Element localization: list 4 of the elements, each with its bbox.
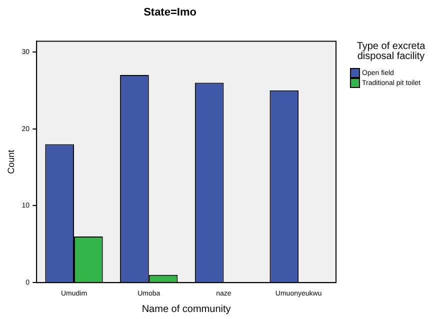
- chart-title: State=Imo: [144, 6, 197, 19]
- x-axis-title: Name of community: [142, 304, 231, 315]
- y-axis-title: Count: [6, 149, 16, 174]
- legend-title: Type of excreta disposal facility: [356, 41, 426, 62]
